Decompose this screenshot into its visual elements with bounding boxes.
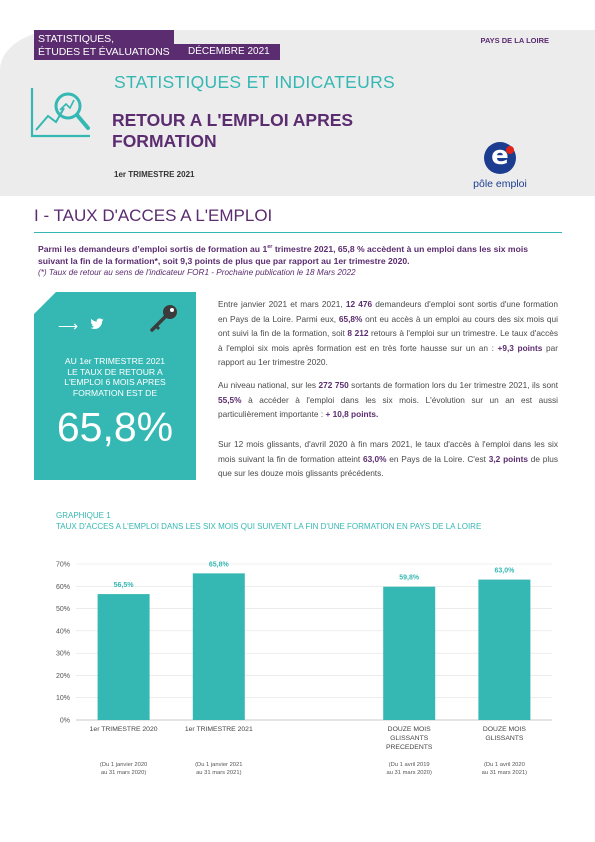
bar [478,579,531,720]
p1-a: Entre janvier 2021 et mars 2021, [218,299,346,309]
y-tick-label: 30% [56,651,70,658]
highlight-box [34,292,196,480]
page-title: RETOUR A L'EMPLOI APRES FORMATION [112,110,412,152]
y-tick-label: 50% [56,606,70,613]
x-tick-label: GLISSANTS [390,735,429,742]
p2-b: 272 750 [318,380,349,390]
data-label: 59,8% [399,575,420,582]
p1-c: demandeurs d'emploi sont sortis d'une fo… [218,299,558,324]
key-icon [150,305,177,332]
p1-i: par rapport au 1er trimestre 2020. [218,342,558,368]
x-tick-label: DOUZE MOIS [388,726,432,733]
graph-label: GRAPHIQUE 1 [56,511,111,520]
x-tick-label: GLISSANTS [485,735,524,742]
p3-a: Sur 12 mois glissants, d'avril 2020 à fi… [218,439,558,464]
data-label: 63,0% [494,568,515,575]
x-tick-label: 1er TRIMESTRE 2021 [185,726,253,733]
p1-e: ont eu accès à un emploi au cours des si… [218,313,558,339]
p2-c: sortants de formation lors du 1er trimes… [348,380,559,390]
bar [97,594,150,720]
intro-part-b: trimestre 2021, 65,8 % accèdent à un emp… [38,243,528,266]
department-line-1: STATISTIQUES, [38,33,114,45]
header-top [0,0,595,30]
title-line-1: RETOUR A L'EMPLOI APRES [112,110,354,130]
y-tick-label: 70% [56,562,70,569]
x-period-label: au 31 mars 2020) [386,770,432,776]
y-tick-label: 0% [60,718,70,725]
department-line-2: ÉTUDES ET ÉVALUATIONS [38,45,170,58]
y-tick-label: 20% [56,673,70,680]
x-period-label: (Du 1 avril 2019 [389,762,430,768]
paragraph-rolling: Sur 12 mois glissants, d'avril 2020 à fi… [218,437,558,481]
highlight-value: 65,8% [56,404,174,450]
p3-c: en Pays de la Loire. C'est [386,453,489,464]
y-tick-label: 10% [56,695,70,702]
access-rate-bar-chart: 0% 10% 20% 30% 40% 50% 60% 70% 56,5% 1er TRIMESTR… [56,561,552,776]
p3-b: 63,0% [362,453,387,464]
bar [383,586,436,720]
p1-d: 65,8% [338,313,363,324]
logo-e-icon: e [491,141,509,171]
section-title: I - TAUX D'ACCES A L'EMPLOI [34,206,273,225]
x-tick-label: DOUZE MOIS [483,726,527,733]
department-label: STATISTIQUES, ÉTUDES ET ÉVALUATIONS [34,30,174,60]
p1-b: 12 476 [345,299,373,309]
p2-a: Au niveau national, sur les [218,380,319,390]
highlight-box-notch [34,292,56,314]
x-tick-label: 1er TRIMESTRE 2020 [90,726,158,733]
data-label: 56,5% [114,582,135,589]
x-period-label: au 31 mars 2021) [482,770,528,776]
paragraph-national: Au niveau national, sur les 272 750 sort… [218,378,558,422]
publication-date: DÉCEMBRE 2021 [174,44,280,60]
x-period-label: (Du 1 avril 2020 [484,762,525,768]
p3-d: 3,2 points [488,453,528,464]
p1-g: retours à l'emploi sur un trimestre. Le … [218,328,558,353]
statistics-magnifier-icon [30,88,90,138]
caption-line-4: FORMATION EST DE [72,387,158,398]
title-line-2: FORMATION [112,131,217,151]
caption-line-2: LE TAUX DE RETOUR A [67,366,163,377]
p2-e: à accéder à l'emploi dans les six mois. … [218,394,558,420]
paragraph-regional: Entre janvier 2021 et mars 2021, 12 476 … [218,297,558,370]
x-period-label: (Du 1 janvier 2021 [195,762,242,768]
x-tick-label: PRECEDENTS [386,744,433,751]
footnote: (*) Taux de retour au sens de l'indicate… [38,268,356,277]
p2-f: + 10,8 points. [325,409,379,420]
p1-h: +9,3 points [497,342,543,353]
bar [192,573,245,720]
x-period-label: (Du 1 janvier 2020 [100,762,147,768]
graph-title: TAUX D'ACCES A L'EMPLOI DANS LES SIX MOI… [56,522,482,531]
y-tick-label: 60% [56,584,70,591]
x-period-label: au 31 mars 2021) [196,770,242,776]
highlight-caption: AU 1er TRIMESTRE 2021 LE TAUX DE RETOUR … [40,356,190,398]
p2-d: 55,5% [218,394,242,405]
caption-line-3: L'EMPLOI 6 MOIS APRES [64,377,166,387]
data-label: 65,8% [209,561,230,568]
y-tick-label: 40% [56,628,70,635]
intro-superscript: er [267,244,273,250]
series-title: STATISTIQUES ET INDICATEURS [114,72,395,92]
x-period-label: au 31 mars 2020) [101,770,147,776]
intro-part-a: Parmi les demandeurs d’emploi sortis de … [38,243,268,254]
twitter-icon[interactable] [90,318,104,330]
p1-f: 8 212 [347,328,369,339]
intro-paragraph: Parmi les demandeurs d’emploi sortis de … [38,241,560,267]
logo-red-dot-icon [506,146,514,154]
section-divider [34,232,562,233]
share-arrow-icon[interactable]: ⟶ [58,318,79,334]
p3-e: de plus que sur les douze mois glissants… [218,453,558,479]
logo-wordmark: pôle emploi [473,178,527,190]
caption-line-1: AU 1er TRIMESTRE 2021 [64,356,166,366]
pole-emploi-logo: e pôle emploi [468,142,532,196]
region-label: PAYS DE LA LOIRE [480,36,550,45]
quarter-label: 1er TRIMESTRE 2021 [114,170,195,179]
